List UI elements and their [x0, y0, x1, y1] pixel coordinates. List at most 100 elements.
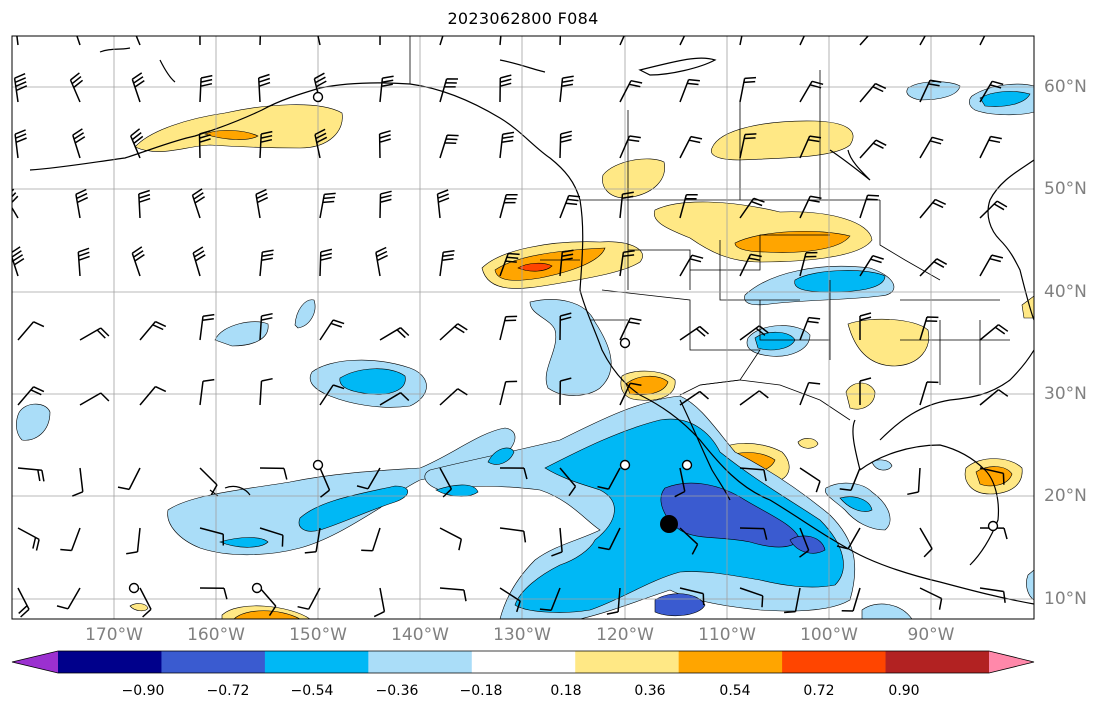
open-circle-marker	[312, 91, 324, 103]
wind-barb	[361, 527, 381, 552]
wind-barb	[841, 587, 861, 612]
wind-barb	[739, 390, 769, 406]
wind-barb	[859, 254, 884, 277]
positive-anomaly-plains-core	[734, 230, 851, 253]
wind-barb	[619, 191, 634, 219]
positive-anomaly-canada-ne	[710, 120, 854, 161]
wind-barb	[799, 135, 822, 159]
wind-barb	[539, 587, 561, 612]
wind-barb	[919, 79, 942, 103]
wind-barb	[69, 72, 84, 103]
wind-barb	[60, 527, 81, 552]
wind-barb	[674, 467, 686, 498]
wind-barb	[439, 527, 463, 551]
wind-barb	[606, 587, 621, 615]
wind-barb	[138, 189, 151, 219]
wind-barb	[619, 250, 635, 277]
wind-barbs	[12, 36, 1009, 618]
wind-barb	[439, 388, 468, 406]
colorbar-segment	[885, 651, 990, 673]
wind-barb	[799, 527, 810, 558]
negative-anomaly-gulf-core	[839, 496, 873, 512]
political-borders	[409, 36, 1010, 421]
wind-barb	[499, 380, 518, 406]
negative-anomaly-canada	[906, 81, 961, 101]
wind-barb	[319, 248, 333, 277]
wind-barb	[126, 527, 141, 555]
wind-barb	[259, 527, 284, 547]
wind-barb	[799, 316, 821, 341]
wind-barb	[259, 467, 288, 480]
open-circle-marker	[681, 459, 693, 471]
wind-barb	[314, 128, 328, 159]
wind-barb	[559, 377, 572, 406]
wind-barb	[979, 200, 1008, 219]
wind-barb	[739, 253, 762, 277]
wind-barb	[199, 313, 215, 341]
wind-barb	[77, 247, 90, 277]
wind-barb	[131, 246, 145, 277]
wind-barb	[859, 312, 872, 340]
open-circle-marker	[128, 582, 140, 594]
open-circle-marker	[312, 459, 324, 471]
wind-barb	[139, 587, 152, 618]
wind-barb	[199, 74, 213, 103]
lon-label-160w: 160°W	[187, 625, 245, 645]
wind-barb	[72, 128, 86, 159]
wind-barb	[836, 527, 861, 550]
wind-barb	[75, 188, 89, 219]
wind-barb	[17, 467, 45, 482]
wind-barb	[619, 382, 642, 406]
negative-anomaly-edge	[1026, 569, 1034, 601]
colorbar-tick-label: 0.90	[888, 683, 920, 699]
wind-barb	[597, 467, 621, 490]
wind-barb	[56, 587, 81, 610]
colorbar-extend-low	[12, 651, 58, 673]
wind-barb	[499, 252, 520, 277]
colorbar-segment	[471, 651, 576, 673]
colorbar-tick-label: −0.18	[459, 683, 503, 699]
wind-barb	[259, 377, 273, 406]
wind-barb	[679, 325, 709, 341]
wind-barb	[259, 587, 277, 617]
wind-barb	[259, 130, 273, 159]
colorbar-segment	[575, 651, 680, 673]
positive-anomaly-alaska-core	[204, 130, 259, 140]
wind-barb	[379, 75, 394, 103]
wind-barb	[679, 527, 699, 555]
wind-barb	[439, 134, 459, 159]
wind-barb	[304, 527, 321, 554]
markers	[128, 91, 999, 594]
wind-barb	[799, 381, 821, 406]
wind-barb	[919, 198, 947, 219]
positive-anomaly-gulf	[797, 438, 819, 449]
wind-barb	[439, 587, 467, 602]
wind-barb	[319, 319, 345, 341]
wind-barb	[919, 316, 939, 341]
lon-label-150w: 150°W	[289, 625, 347, 645]
wind-barb	[313, 72, 327, 103]
wind-barb	[559, 194, 581, 219]
negative-anomaly-pacific-se	[861, 603, 913, 619]
wind-barb	[979, 36, 986, 46]
wind-barb	[679, 587, 705, 606]
wind-barb	[679, 194, 698, 219]
lon-label-100w: 100°W	[800, 625, 858, 645]
wind-barb	[17, 386, 45, 406]
wind-barb	[559, 249, 574, 277]
wind-barb	[499, 74, 512, 103]
wind-barb	[859, 139, 887, 159]
colorbar-tick-label: 0.72	[803, 683, 835, 699]
lat-label-20n: 20°N	[1044, 486, 1087, 506]
wind-barb	[679, 254, 704, 277]
wind-barb	[499, 467, 528, 480]
wind-barb	[619, 317, 642, 341]
lat-label-30n: 30°N	[1044, 384, 1087, 404]
wind-barb	[859, 82, 887, 103]
wind-barb	[198, 130, 211, 159]
wind-barb	[979, 467, 1005, 485]
wind-barb	[799, 467, 821, 493]
negative-anomaly-small-1	[214, 321, 269, 347]
map-title: 2023062800 F084	[447, 9, 599, 28]
